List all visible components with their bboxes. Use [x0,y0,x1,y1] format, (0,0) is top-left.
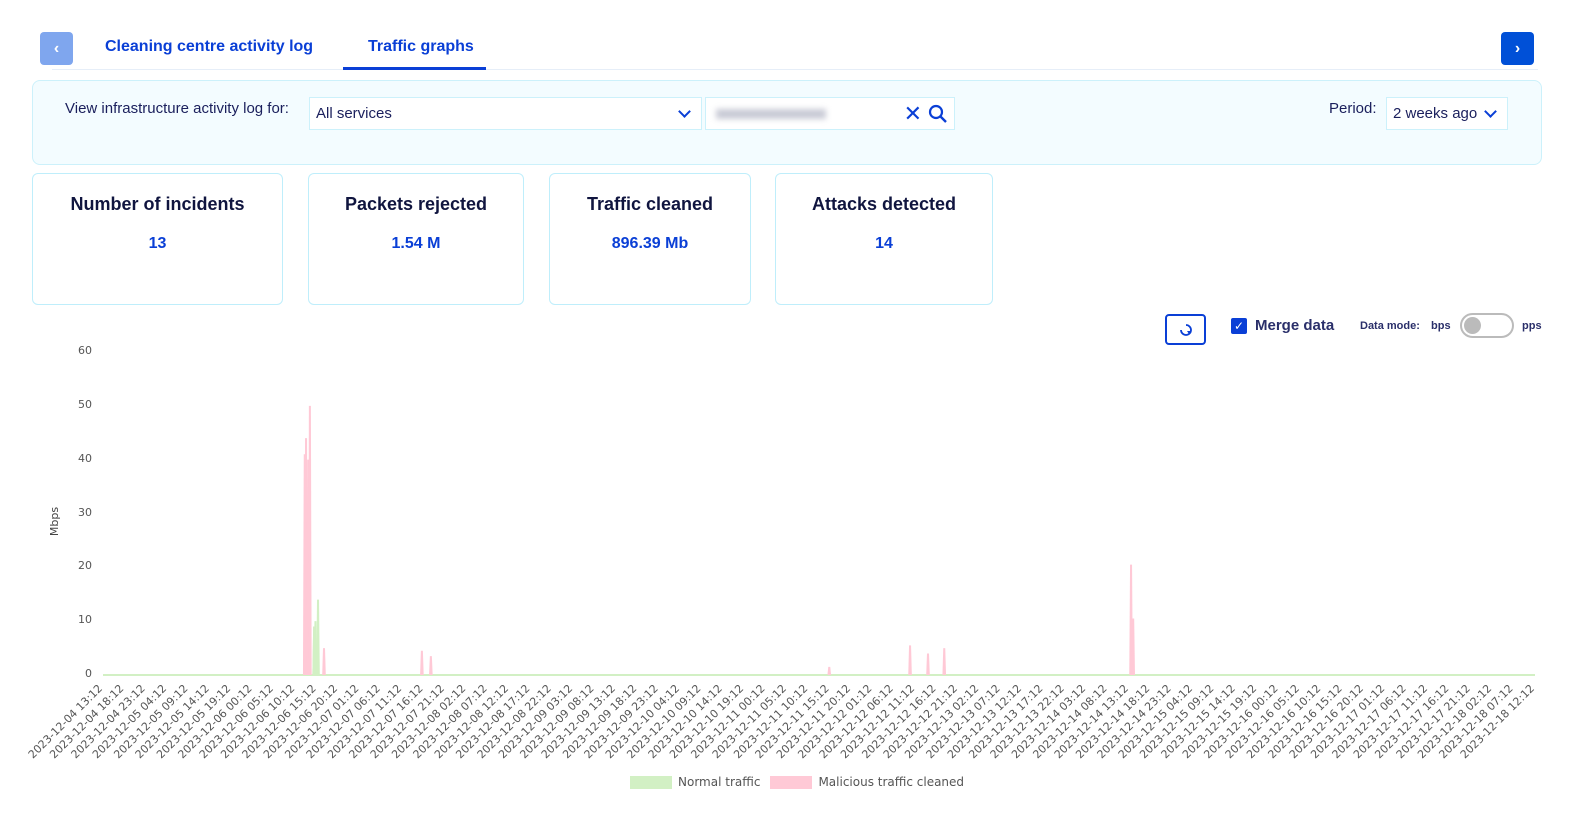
legend-label-malicious[interactable]: Malicious traffic cleaned [818,775,965,789]
stat-card-attacks-detected: Attacks detected 14 [775,173,993,305]
mode-bps-label: bps [1431,320,1451,332]
stat-card-packets-rejected: Packets rejected 1.54 M [308,173,524,305]
tab-cleaning-centre-activity-log[interactable]: Cleaning centre activity log [105,38,314,55]
merge-data-checkbox[interactable]: ✓ [1231,318,1247,334]
y-tick-label: 20 [78,559,92,573]
prev-button[interactable]: ‹ [40,32,73,65]
data-spike-malicious [322,648,326,675]
stat-value: 1.54 M [391,235,441,252]
data-spike-malicious [308,405,312,675]
stat-title: Attacks detected [811,194,957,214]
period-select-value: 2 weeks ago [1393,105,1478,122]
stat-title: Number of incidents [70,194,245,214]
legend-swatch-malicious [770,775,813,789]
merge-data-label: Merge data [1255,317,1335,334]
data-spike-malicious [926,653,930,675]
data-spike-malicious [827,666,832,675]
mode-pps-label: pps [1522,320,1542,332]
refresh-button[interactable] [1165,314,1206,345]
data-spike-malicious [429,656,433,675]
legend-label-normal[interactable]: Normal traffic [678,775,761,789]
legend-swatch-normal [630,775,672,789]
tab-traffic-graphs[interactable]: Traffic graphs [368,38,474,55]
data-spike-normal [313,621,318,675]
data-mode-label: Data mode: [1360,320,1420,332]
ip-search-input[interactable]: ✕ [705,97,955,130]
toggle-knob [1464,317,1481,334]
active-tab-indicator [343,67,486,70]
next-button[interactable]: › [1501,32,1534,65]
data-mode-toggle[interactable] [1460,313,1514,338]
search-icon[interactable] [928,104,948,124]
service-select[interactable]: All services [309,97,702,130]
y-tick-label: 50 [78,397,92,411]
stat-card-incidents: Number of incidents 13 [32,173,283,305]
service-select-value: All services [316,105,392,122]
chevron-right-icon: › [1514,39,1521,57]
period-select[interactable]: 2 weeks ago [1386,97,1508,130]
y-tick-label: 40 [78,451,92,465]
chevron-left-icon: ‹ [53,39,60,57]
y-tick-label: 0 [85,667,92,680]
stat-title: Traffic cleaned [586,194,714,214]
data-spike-malicious [942,648,947,675]
refresh-icon [1179,323,1192,336]
data-spike-malicious [1131,618,1135,675]
y-tick-label: 60 [78,344,92,357]
stat-value: 13 [148,235,167,252]
y-tick-label: 30 [78,505,92,519]
blurred-ip-value [716,108,826,119]
data-spike-normal [316,599,320,675]
period-label: Period: [1329,100,1377,117]
close-icon[interactable]: ✕ [903,100,922,126]
data-spike-malicious [908,645,912,675]
tab-divider [52,69,1538,70]
stat-title: Packets rejected [344,194,488,214]
stat-card-traffic-cleaned: Traffic cleaned 896.39 Mb [549,173,751,305]
y-tick-label: 10 [78,613,92,627]
chart-legend: Normal traffic Malicious traffic cleaned [630,775,964,789]
service-filter-label: View infrastructure activity log for: [65,100,289,117]
stat-value: 896.39 Mb [611,235,689,252]
data-spike-malicious [420,650,424,675]
stat-value: 14 [875,235,893,252]
